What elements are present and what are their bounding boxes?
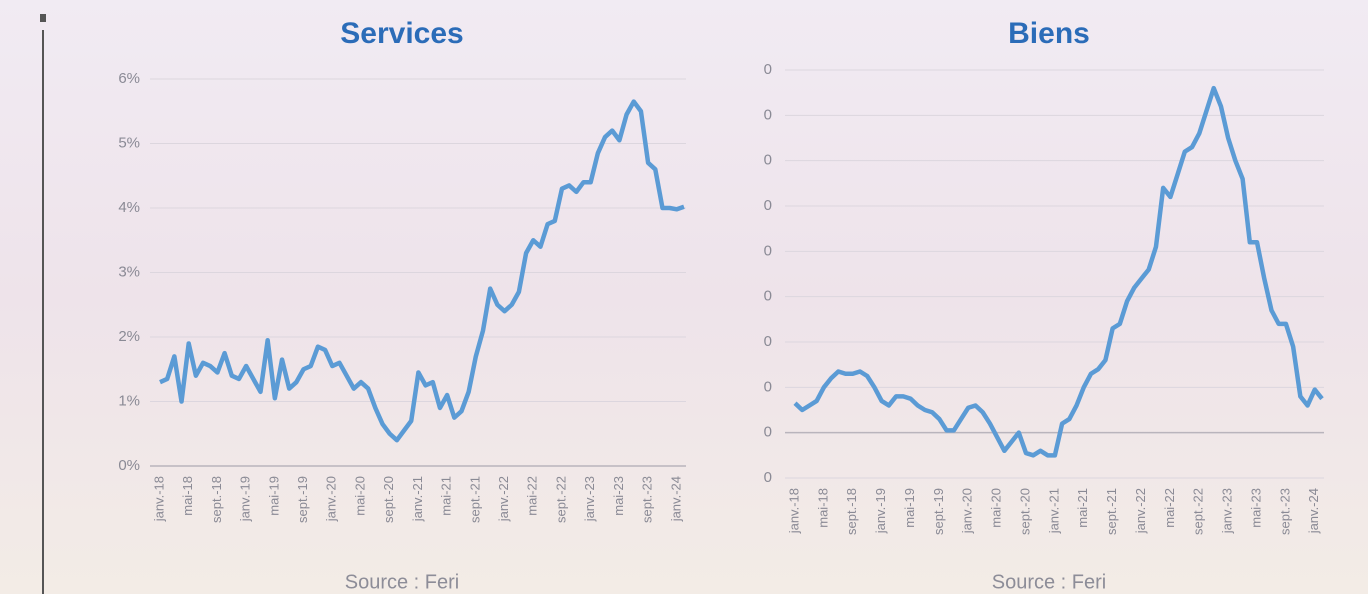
y-tick-label: 2% [118,328,140,345]
x-tick-label: janv.-19 [873,488,888,534]
x-tick-label: sept.-23 [1277,488,1292,535]
x-tick-label: sept.-18 [844,488,859,535]
x-tick-label: sept.-21 [1104,488,1119,535]
x-tick-label: janv.-21 [1046,488,1061,534]
y-tick-label: 5% [118,134,140,151]
x-tick-label: mai-20 [352,476,367,516]
y-tick-label: 0 [764,61,772,78]
x-tick-label: janv.-24 [1306,488,1321,534]
y-tick-label: 0 [764,197,772,214]
y-tick-label: 0 [764,152,772,169]
x-tick-label: mai-19 [902,488,917,528]
x-tick-label: mai-18 [815,488,830,528]
y-tick-label: 6% [118,70,140,87]
data-line [793,85,1324,458]
y-tick-label: 0 [764,424,772,441]
x-tick-label: janv.-19 [238,476,253,522]
marker [40,14,46,22]
x-tick-label: mai-23 [1248,488,1263,528]
x-tick-label: janv.-21 [410,476,425,522]
y-tick-label: 0 [764,378,772,395]
x-tick-label: sept.-23 [640,476,655,523]
x-tick-label: janv.-18 [151,476,166,522]
x-tick-label: mai-18 [180,476,195,516]
x-tick-label: sept.-19 [295,476,310,523]
chart-title: Services [340,17,463,50]
y-tick-label: 0 [764,242,772,259]
source: Source : Feri [345,571,459,593]
x-tick-label: sept.-20 [1017,488,1032,535]
x-tick-label: janv.-18 [786,488,801,534]
x-tick-label: janv.-24 [668,476,683,522]
y-tick-label: 4% [118,199,140,216]
y-tick-label: 0 [764,288,772,305]
x-tick-label: sept.-22 [553,476,568,523]
x-tick-label: sept.-20 [381,476,396,523]
x-tick-label: janv.-20 [324,476,339,522]
x-tick-label: janv.-23 [1220,488,1235,534]
x-tick-label: mai-22 [1162,488,1177,528]
x-tick-label: sept.-19 [931,488,946,535]
y-tick-label: 1% [118,392,140,409]
x-tick-label: mai-19 [266,476,281,516]
x-tick-label: janv.-22 [1133,488,1148,534]
x-tick-label: mai-20 [989,488,1004,528]
x-tick-label: sept.-18 [209,476,224,523]
x-tick-label: mai-23 [611,476,626,516]
y-tick-label: 0% [118,457,140,474]
chart-title: Biens [1008,17,1090,50]
x-tick-label: sept.-22 [1191,488,1206,535]
y-tick-label: 3% [118,263,140,280]
x-tick-label: mai-22 [525,476,540,516]
x-tick-label: janv.-22 [496,476,511,522]
source: Source : Feri [992,571,1106,593]
y-tick-label: 0 [764,333,772,350]
y-tick-label: 0 [764,106,772,123]
x-tick-label: janv.-23 [582,476,597,522]
x-tick-label: janv.-20 [960,488,975,534]
x-tick-label: mai-21 [439,476,454,516]
x-tick-label: sept.-21 [467,476,482,523]
data-line [159,99,685,443]
y-tick-label: 0 [764,469,772,486]
x-tick-label: mai-21 [1075,488,1090,528]
